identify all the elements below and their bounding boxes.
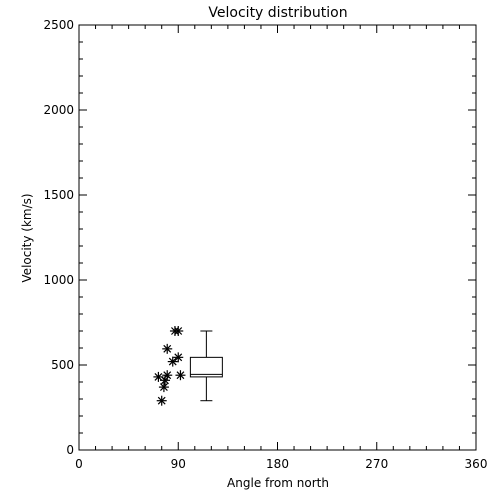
data-point xyxy=(162,343,173,354)
y-tick-label: 1000 xyxy=(43,273,74,287)
y-tick-label: 2500 xyxy=(43,18,74,32)
y-tick-label: 1500 xyxy=(43,188,74,202)
x-tick-label: 90 xyxy=(171,457,186,471)
axes: 0 90 180 270 360 0 500 1000 1500 2000 2500 xyxy=(43,18,487,471)
data-marks xyxy=(153,326,223,406)
data-point xyxy=(162,370,173,381)
data-point xyxy=(173,352,184,363)
x-axis-label: Angle from north xyxy=(227,476,329,490)
x-tick-label: 0 xyxy=(75,457,83,471)
data-point xyxy=(158,382,169,393)
chart-title: Velocity distribution xyxy=(208,5,347,21)
x-tick-label: 270 xyxy=(365,457,388,471)
plot-frame xyxy=(78,24,477,451)
x-tick-label: 360 xyxy=(465,457,488,471)
data-point xyxy=(175,370,186,381)
y-tick-label: 0 xyxy=(66,443,74,457)
y-axis-label: Velocity (km/s) xyxy=(20,193,34,282)
data-point xyxy=(156,395,167,406)
y-tick-label: 500 xyxy=(51,358,74,372)
data-point xyxy=(173,326,184,336)
data-point xyxy=(160,375,171,386)
data-point xyxy=(167,356,178,367)
x-tick-label: 180 xyxy=(266,457,289,471)
y-tick-label: 2000 xyxy=(43,103,74,117)
